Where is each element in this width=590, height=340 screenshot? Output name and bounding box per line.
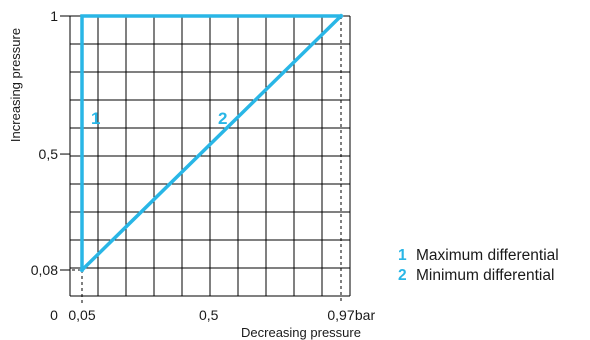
curve-label-1: 1 — [91, 109, 100, 128]
curve-label-2: 2 — [218, 109, 227, 128]
tick-labels: 0,08 0,5 1 0 0,05 0,5 0,97 — [31, 8, 355, 323]
series-line-maximum-differential — [80, 14, 343, 272]
x-tick-label: 0 — [50, 307, 58, 323]
guide-lines — [60, 16, 342, 304]
legend-label: Maximum differential — [416, 247, 559, 264]
x-axis-unit: bar — [355, 307, 376, 323]
y-axis-title: Increasing pressure — [8, 28, 23, 142]
legend-number: 2 — [398, 267, 407, 284]
grid — [69, 15, 351, 297]
legend-number: 1 — [398, 247, 407, 264]
legend-label: Minimum differential — [416, 267, 555, 284]
x-tick-label: 0,5 — [199, 307, 219, 323]
y-tick-label: 0,08 — [31, 262, 58, 278]
series-line-minimum-differential — [79, 13, 344, 273]
x-tick-label: 0,97 — [327, 307, 354, 323]
legend-item-minimum-differential: 2 Minimum differential — [398, 266, 559, 286]
legend: 1 Maximum differential 2 Minimum different… — [398, 246, 559, 286]
legend-item-maximum-differential: 1 Maximum differential — [398, 246, 559, 266]
x-axis-title: Decreasing pressure — [241, 325, 361, 340]
x-tick-label: 0,05 — [68, 307, 95, 323]
series-lines — [79, 13, 344, 273]
y-tick-label: 0,5 — [39, 146, 59, 162]
y-tick-label: 1 — [50, 8, 58, 24]
